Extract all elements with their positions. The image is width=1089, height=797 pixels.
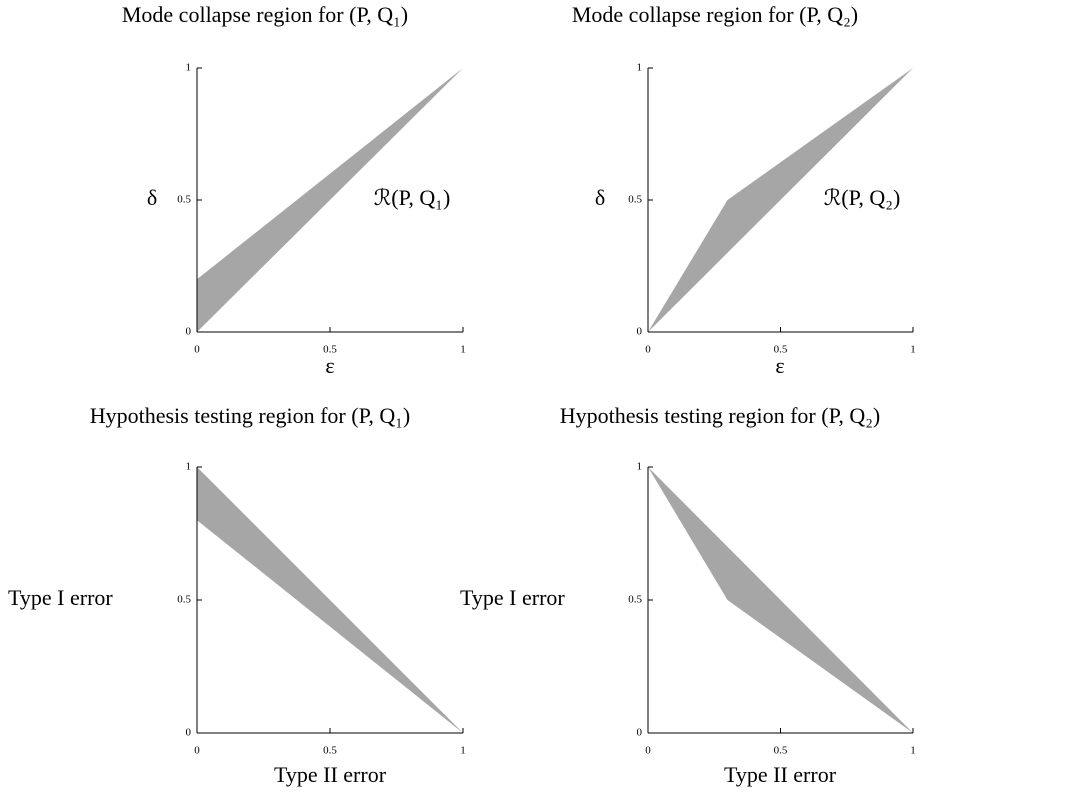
y-axis-label: Type I error <box>460 585 565 610</box>
x-tick-label: 0.5 <box>774 344 788 356</box>
x-tick-label: 0 <box>194 745 200 757</box>
chart-title: Hypothesis testing region for (P, Q₂) <box>560 403 881 428</box>
x-tick-label: 0.5 <box>774 745 788 757</box>
y-tick-label: 0 <box>637 326 643 338</box>
region <box>648 467 913 733</box>
y-tick-label: 0.5 <box>628 194 642 206</box>
y-tick-label: 1 <box>637 461 643 473</box>
y-tick-label: 1 <box>186 461 192 473</box>
chart-title: Mode collapse region for (P, Q₁) <box>122 2 408 27</box>
x-tick-label: 0.5 <box>323 344 337 356</box>
annotation: ℛ(P, Q₁) <box>374 185 451 210</box>
y-axis-label: δ <box>595 185 605 210</box>
annotation: ℛ(P, Q₂) <box>824 185 901 210</box>
y-tick-label: 0.5 <box>177 594 191 606</box>
y-tick-label: 0.5 <box>177 194 191 206</box>
chart-title: Hypothesis testing region for (P, Q₁) <box>90 403 411 428</box>
x-axis-label: Type II error <box>724 762 837 787</box>
y-tick-label: 0 <box>186 727 192 739</box>
x-axis-label: ε <box>325 353 334 378</box>
y-axis-label: Type I error <box>8 585 113 610</box>
x-tick-label: 1 <box>910 745 916 757</box>
y-tick-label: 0 <box>186 326 192 338</box>
y-tick-label: 1 <box>186 62 192 74</box>
x-tick-label: 1 <box>460 344 466 356</box>
x-tick-label: 1 <box>910 344 916 356</box>
y-tick-label: 0 <box>637 727 643 739</box>
y-tick-label: 0.5 <box>628 594 642 606</box>
y-tick-label: 1 <box>637 62 643 74</box>
x-tick-label: 0 <box>645 745 651 757</box>
y-axis-label: δ <box>147 185 157 210</box>
chart-title: Mode collapse region for (P, Q₂) <box>572 2 858 27</box>
x-tick-label: 0 <box>194 344 200 356</box>
x-tick-label: 0 <box>645 344 651 356</box>
x-tick-label: 1 <box>460 745 466 757</box>
x-axis-label: Type II error <box>274 762 387 787</box>
region <box>648 68 913 332</box>
x-tick-label: 0.5 <box>323 745 337 757</box>
x-axis-label: ε <box>775 353 784 378</box>
region <box>197 467 463 733</box>
region <box>197 68 463 332</box>
